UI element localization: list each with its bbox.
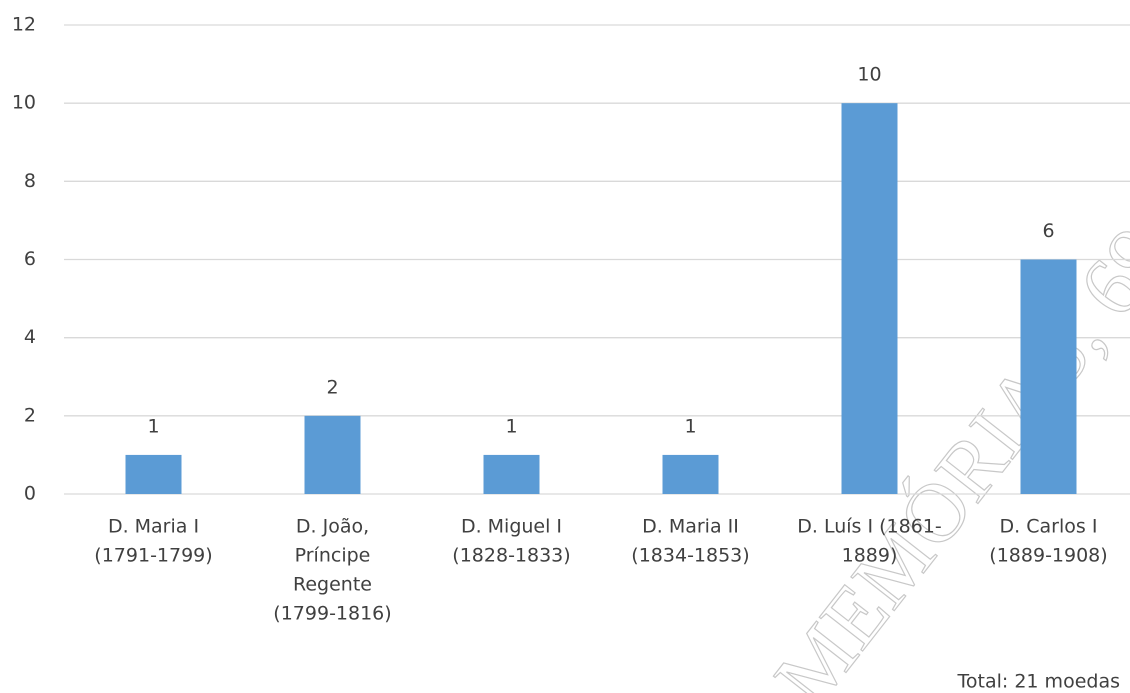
x-tick-label: Regente	[293, 574, 372, 596]
bar	[483, 454, 540, 494]
y-tick-label: 2	[24, 404, 36, 426]
x-tick-label: D. Miguel I	[461, 516, 562, 538]
x-tick-label: D. Maria II	[642, 516, 739, 538]
data-label: 6	[1042, 220, 1054, 242]
y-tick-label: 4	[24, 326, 36, 348]
y-tick-label: 8	[24, 170, 36, 192]
x-tick-label: (1799-1816)	[273, 603, 391, 625]
bar	[125, 454, 182, 494]
data-label: 2	[326, 376, 338, 398]
y-tick-label: 12	[12, 14, 36, 36]
x-tick-label: (1834-1853)	[631, 545, 749, 567]
data-label: 1	[684, 415, 696, 437]
x-tick-label: Príncipe	[295, 545, 371, 567]
x-tick-label: (1828-1833)	[452, 545, 570, 567]
data-label: 10	[857, 64, 881, 86]
bar	[1020, 259, 1077, 494]
x-tick-label: 1889)	[842, 545, 898, 567]
x-tick-label: (1889-1908)	[989, 545, 1107, 567]
bar	[841, 103, 898, 495]
x-tick-label: D. Luís I (1861-	[797, 516, 942, 538]
x-tick-label: D. Carlos I	[1000, 516, 1098, 538]
bar	[662, 454, 719, 494]
y-tick-label: 10	[12, 92, 36, 114]
data-label: 1	[147, 415, 159, 437]
y-tick-label: 6	[24, 248, 36, 270]
data-label: 1	[505, 415, 517, 437]
annotation: Total: 21 moedas	[957, 671, 1120, 693]
x-tick-label: (1791-1799)	[94, 545, 212, 567]
x-tick-label: D. Maria I	[108, 516, 199, 538]
y-tick-label: 0	[24, 483, 36, 505]
x-tick-label: D. João,	[296, 516, 369, 538]
bar	[304, 415, 361, 494]
